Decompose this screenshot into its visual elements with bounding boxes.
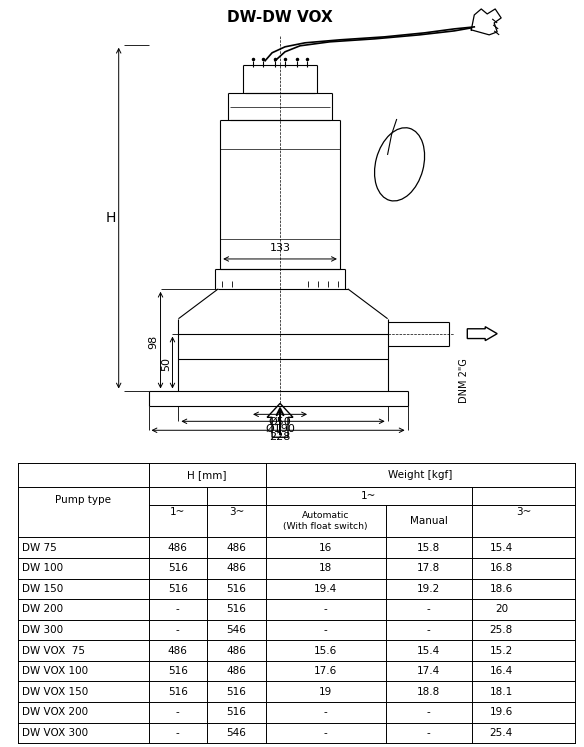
Text: DW VOX 150: DW VOX 150 — [22, 686, 88, 697]
Text: 486: 486 — [227, 666, 246, 676]
Text: Weight [kgf]: Weight [kgf] — [388, 470, 453, 480]
Text: 1~: 1~ — [170, 507, 186, 517]
Text: 15.2: 15.2 — [490, 645, 513, 656]
Text: 18.8: 18.8 — [417, 686, 440, 697]
Text: 228: 228 — [269, 433, 291, 442]
Text: 486: 486 — [227, 645, 246, 656]
Text: DW VOX 300: DW VOX 300 — [22, 728, 88, 738]
Text: 16.4: 16.4 — [490, 666, 513, 676]
Text: DW 75: DW 75 — [22, 542, 57, 553]
Text: 3~: 3~ — [229, 507, 244, 517]
Text: DW 100: DW 100 — [22, 563, 63, 573]
Text: 98: 98 — [148, 335, 158, 349]
Text: -: - — [324, 604, 328, 615]
Text: -: - — [427, 604, 431, 615]
Text: -: - — [176, 728, 180, 738]
Text: DW 300: DW 300 — [22, 625, 63, 635]
Text: -: - — [427, 728, 431, 738]
Text: 25.4: 25.4 — [490, 728, 513, 738]
Text: 516: 516 — [168, 686, 188, 697]
Text: 486: 486 — [227, 563, 246, 573]
Text: 1~: 1~ — [361, 491, 377, 501]
Text: 20: 20 — [495, 604, 508, 615]
Text: -: - — [176, 625, 180, 635]
Text: 516: 516 — [168, 584, 188, 594]
Text: Automatic
(With float switch): Automatic (With float switch) — [283, 511, 368, 531]
Text: 133: 133 — [270, 243, 291, 253]
Text: 516: 516 — [227, 584, 246, 594]
Text: -: - — [324, 728, 328, 738]
Text: 25.8: 25.8 — [490, 625, 513, 635]
Text: 19: 19 — [319, 686, 332, 697]
Text: 516: 516 — [227, 604, 246, 615]
Text: 50: 50 — [162, 356, 172, 371]
Text: -: - — [324, 625, 328, 635]
Text: DW-DW VOX: DW-DW VOX — [227, 10, 333, 25]
Text: H [mm]: H [mm] — [187, 470, 227, 480]
Text: Manual: Manual — [410, 516, 448, 527]
Text: 18.1: 18.1 — [490, 686, 513, 697]
Text: DW 200: DW 200 — [22, 604, 63, 615]
Text: 15.4: 15.4 — [490, 542, 513, 553]
Text: 516: 516 — [227, 686, 246, 697]
Text: DW VOX  75: DW VOX 75 — [22, 645, 85, 656]
Text: DNM 2"G: DNM 2"G — [460, 359, 470, 403]
Text: DW VOX 200: DW VOX 200 — [22, 707, 88, 717]
Text: 546: 546 — [227, 625, 246, 635]
Text: 16: 16 — [319, 542, 332, 553]
Text: 19.6: 19.6 — [490, 707, 513, 717]
Text: 486: 486 — [168, 645, 188, 656]
Text: Ø190: Ø190 — [265, 424, 295, 433]
Text: 17.4: 17.4 — [417, 666, 440, 676]
Text: -: - — [176, 707, 180, 717]
Text: 546: 546 — [227, 728, 246, 738]
Text: -: - — [427, 707, 431, 717]
Text: 17.8: 17.8 — [417, 563, 440, 573]
Text: 516: 516 — [168, 666, 188, 676]
Text: 16.8: 16.8 — [490, 563, 513, 573]
Text: 19.4: 19.4 — [314, 584, 338, 594]
Text: 3~: 3~ — [516, 507, 531, 517]
Text: 15.4: 15.4 — [417, 645, 440, 656]
Text: 486: 486 — [168, 542, 188, 553]
Text: H: H — [106, 211, 116, 225]
Text: 17.6: 17.6 — [314, 666, 338, 676]
Text: DW VOX 100: DW VOX 100 — [22, 666, 88, 676]
Text: -: - — [324, 707, 328, 717]
Text: Pump type: Pump type — [55, 495, 111, 505]
Text: -: - — [176, 604, 180, 615]
Text: 19.2: 19.2 — [417, 584, 440, 594]
Text: 15.6: 15.6 — [314, 645, 338, 656]
Text: 486: 486 — [227, 542, 246, 553]
Text: 516: 516 — [227, 707, 246, 717]
Text: DW 150: DW 150 — [22, 584, 63, 594]
Text: 516: 516 — [168, 563, 188, 573]
Text: 18.6: 18.6 — [490, 584, 513, 594]
Text: 15.8: 15.8 — [417, 542, 440, 553]
Text: -: - — [427, 625, 431, 635]
Text: 18: 18 — [319, 563, 332, 573]
Text: Ø50: Ø50 — [269, 416, 291, 427]
